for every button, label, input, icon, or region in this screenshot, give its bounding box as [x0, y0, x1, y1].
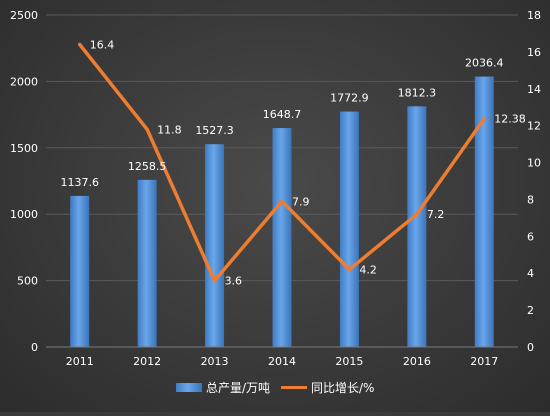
legend-bar-swatch: [176, 383, 202, 392]
y-right-tick-label: 14: [527, 83, 541, 96]
line-data-label: 11.8: [157, 123, 182, 136]
y-right-tick-label: 10: [527, 157, 541, 170]
bar-data-label: 2036.4: [465, 57, 504, 70]
y-left-tick-label: 2000: [10, 75, 38, 88]
y-right-tick-label: 8: [527, 193, 534, 206]
line-point: [145, 127, 149, 131]
y-right-tick-label: 12: [527, 120, 541, 133]
y-right-tick-label: 4: [527, 267, 534, 280]
line-point: [280, 199, 284, 203]
y-left-tick-label: 500: [17, 275, 38, 288]
legend-line-label: 同比增长/%: [311, 381, 374, 395]
line-point: [347, 268, 351, 272]
y-left-tick-label: 1500: [10, 142, 38, 155]
line-data-label: 4.2: [359, 264, 377, 277]
x-tick-label: 2013: [201, 355, 229, 368]
bar: [272, 128, 292, 347]
bar: [407, 106, 427, 347]
legend-bar-label: 总产量/万吨: [206, 381, 270, 395]
bar: [70, 195, 90, 347]
x-tick-label: 2015: [335, 355, 363, 368]
x-tick-label: 2014: [268, 355, 296, 368]
y-right-tick-label: 16: [527, 46, 541, 59]
line-point: [482, 117, 486, 121]
line-data-label: 7.2: [427, 208, 445, 221]
line-data-label: 7.9: [292, 195, 310, 208]
x-tick-label: 2017: [470, 355, 498, 368]
y-left-tick-label: 2500: [10, 9, 38, 22]
line-data-label: 3.6: [225, 275, 243, 288]
bar-data-label: 1258.5: [128, 160, 167, 173]
x-tick-label: 2016: [403, 355, 431, 368]
y-left-tick-label: 1000: [10, 208, 38, 221]
y-right-tick-label: 2: [527, 304, 534, 317]
line-data-label: 12.38: [494, 113, 526, 126]
line-point: [415, 212, 419, 216]
bar-data-label: 1812.3: [398, 86, 437, 99]
line-point: [78, 43, 82, 47]
y-left-tick-label: 0: [31, 341, 38, 354]
bar: [205, 144, 225, 347]
bar: [137, 179, 157, 347]
bar: [474, 76, 494, 348]
bar-data-label: 1137.6: [60, 176, 99, 189]
line-point: [213, 279, 217, 283]
bar-data-label: 1648.7: [263, 108, 302, 121]
line-data-label: 16.4: [90, 39, 115, 52]
bar: [339, 111, 359, 347]
x-tick-label: 2011: [66, 355, 94, 368]
y-right-tick-label: 0: [527, 341, 534, 354]
x-tick-label: 2012: [133, 355, 161, 368]
y-right-tick-label: 18: [527, 9, 541, 22]
bar-data-label: 1772.9: [330, 92, 369, 105]
bar-data-label: 1527.3: [195, 124, 234, 137]
y-right-tick-label: 6: [527, 230, 534, 243]
